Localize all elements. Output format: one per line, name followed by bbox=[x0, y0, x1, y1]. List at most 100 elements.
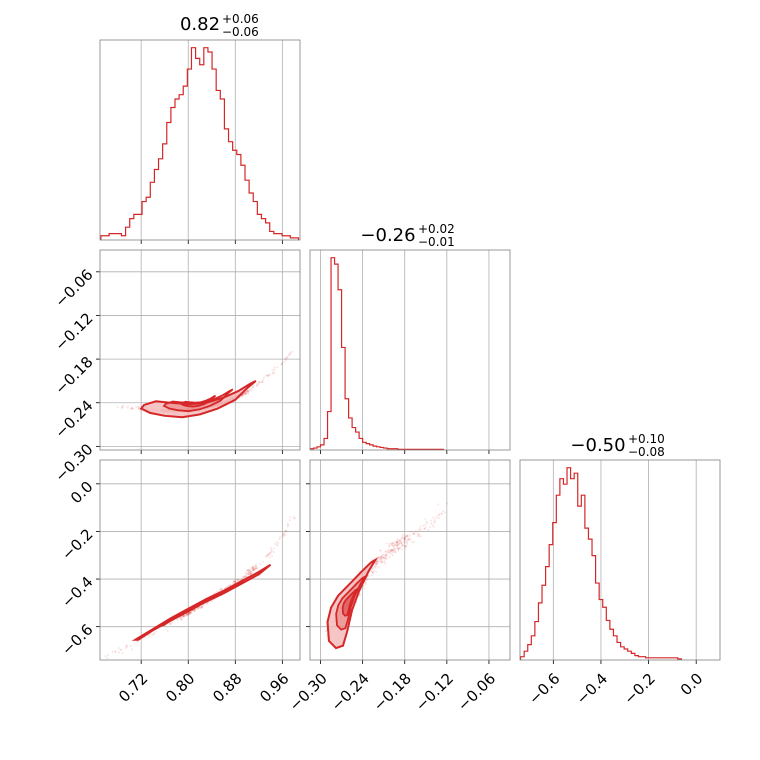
p21-ylabel-3: −0.24 bbox=[51, 397, 96, 442]
p32-point bbox=[399, 541, 402, 544]
p31-point bbox=[288, 519, 291, 522]
p21-point bbox=[272, 371, 275, 374]
p32-point bbox=[370, 570, 373, 573]
p21-point bbox=[260, 381, 263, 384]
p31-point bbox=[244, 571, 247, 574]
p32-point bbox=[408, 537, 411, 540]
p31-point bbox=[226, 585, 229, 588]
p32-point bbox=[391, 551, 394, 554]
p21-point bbox=[137, 408, 140, 411]
p31-point bbox=[245, 575, 248, 578]
p31-point bbox=[169, 622, 172, 625]
p32-point bbox=[379, 560, 382, 563]
p31-point bbox=[236, 579, 239, 582]
p31-point bbox=[125, 645, 128, 648]
p32-point bbox=[391, 544, 394, 547]
p32-point bbox=[442, 509, 445, 512]
p32-point bbox=[406, 535, 409, 538]
p31-ylabel-1: −0.2 bbox=[58, 525, 96, 563]
p32-point bbox=[386, 549, 389, 552]
p31-point bbox=[196, 608, 199, 611]
p21-point bbox=[246, 390, 249, 393]
p31-point bbox=[197, 607, 200, 610]
p32-point bbox=[384, 554, 387, 557]
p31-point bbox=[200, 606, 203, 609]
p32-point bbox=[400, 540, 403, 543]
p31-point bbox=[181, 616, 184, 619]
p31-point bbox=[282, 534, 285, 537]
p31-point bbox=[188, 612, 191, 615]
p31-point bbox=[121, 651, 124, 654]
p32-point bbox=[390, 542, 393, 545]
p31-point bbox=[190, 611, 193, 614]
p31-point bbox=[252, 567, 255, 570]
p32-xlabel-2: −0.18 bbox=[370, 670, 415, 715]
p31-point bbox=[251, 567, 254, 570]
p32-point bbox=[383, 561, 386, 564]
p21-point bbox=[255, 384, 258, 387]
p31-point bbox=[190, 611, 193, 614]
p32-point bbox=[419, 527, 422, 530]
p32-point bbox=[412, 531, 415, 534]
p32-point bbox=[401, 536, 404, 539]
p31-point bbox=[234, 578, 237, 581]
p21-point bbox=[137, 405, 140, 408]
p31-point bbox=[221, 588, 224, 591]
p32-point bbox=[378, 557, 381, 560]
p32-point bbox=[384, 562, 387, 565]
p32-point bbox=[383, 556, 386, 559]
p31-point bbox=[206, 602, 209, 605]
p32-point bbox=[398, 539, 401, 542]
p31-point bbox=[265, 555, 268, 558]
p21-point bbox=[250, 389, 253, 392]
p21-point bbox=[267, 375, 270, 378]
p31-point bbox=[247, 570, 250, 573]
p31-point bbox=[233, 580, 236, 583]
p31-xlabel-2: 0.88 bbox=[209, 670, 245, 706]
p31-point bbox=[266, 554, 269, 557]
p21-point bbox=[255, 384, 258, 387]
p31-point bbox=[143, 636, 146, 639]
p21-point bbox=[281, 362, 284, 365]
p21-point bbox=[244, 392, 247, 395]
p31-point bbox=[193, 610, 196, 613]
p21-point bbox=[262, 381, 265, 384]
p32-point bbox=[379, 558, 382, 561]
p31-point bbox=[130, 648, 133, 651]
p31-point bbox=[120, 648, 123, 651]
p31-point bbox=[247, 569, 250, 572]
p31-point bbox=[254, 564, 257, 567]
p31-point bbox=[188, 612, 191, 615]
p32-point bbox=[403, 537, 406, 540]
p32-point bbox=[390, 549, 393, 552]
p32-point bbox=[403, 537, 406, 540]
p31-point bbox=[114, 650, 117, 653]
p31-point bbox=[182, 615, 185, 618]
p31-point bbox=[278, 538, 281, 541]
p32-point bbox=[392, 545, 395, 548]
p32-point bbox=[396, 545, 399, 548]
p21-point bbox=[258, 381, 261, 384]
p32-point bbox=[380, 561, 383, 564]
p32-point bbox=[391, 554, 394, 557]
p32-point bbox=[436, 515, 439, 518]
p32-point bbox=[405, 540, 408, 543]
p31-point bbox=[250, 572, 253, 575]
panel-title-3-sub: −0.08 bbox=[628, 445, 665, 459]
p32-point bbox=[414, 530, 417, 533]
p31-point bbox=[250, 570, 253, 573]
p31-point bbox=[151, 634, 154, 637]
p31-point bbox=[186, 613, 189, 616]
p32-point bbox=[418, 533, 421, 536]
p32-point bbox=[423, 527, 426, 530]
p21-point bbox=[276, 366, 279, 369]
p32-point bbox=[375, 564, 378, 567]
p31-point bbox=[136, 640, 139, 643]
p21-point bbox=[240, 395, 243, 398]
p31-point bbox=[149, 633, 152, 636]
p32-point bbox=[381, 560, 384, 563]
p31-point bbox=[255, 563, 258, 566]
p31-point bbox=[268, 556, 271, 559]
p32-point bbox=[382, 553, 385, 556]
p31-point bbox=[284, 534, 287, 537]
